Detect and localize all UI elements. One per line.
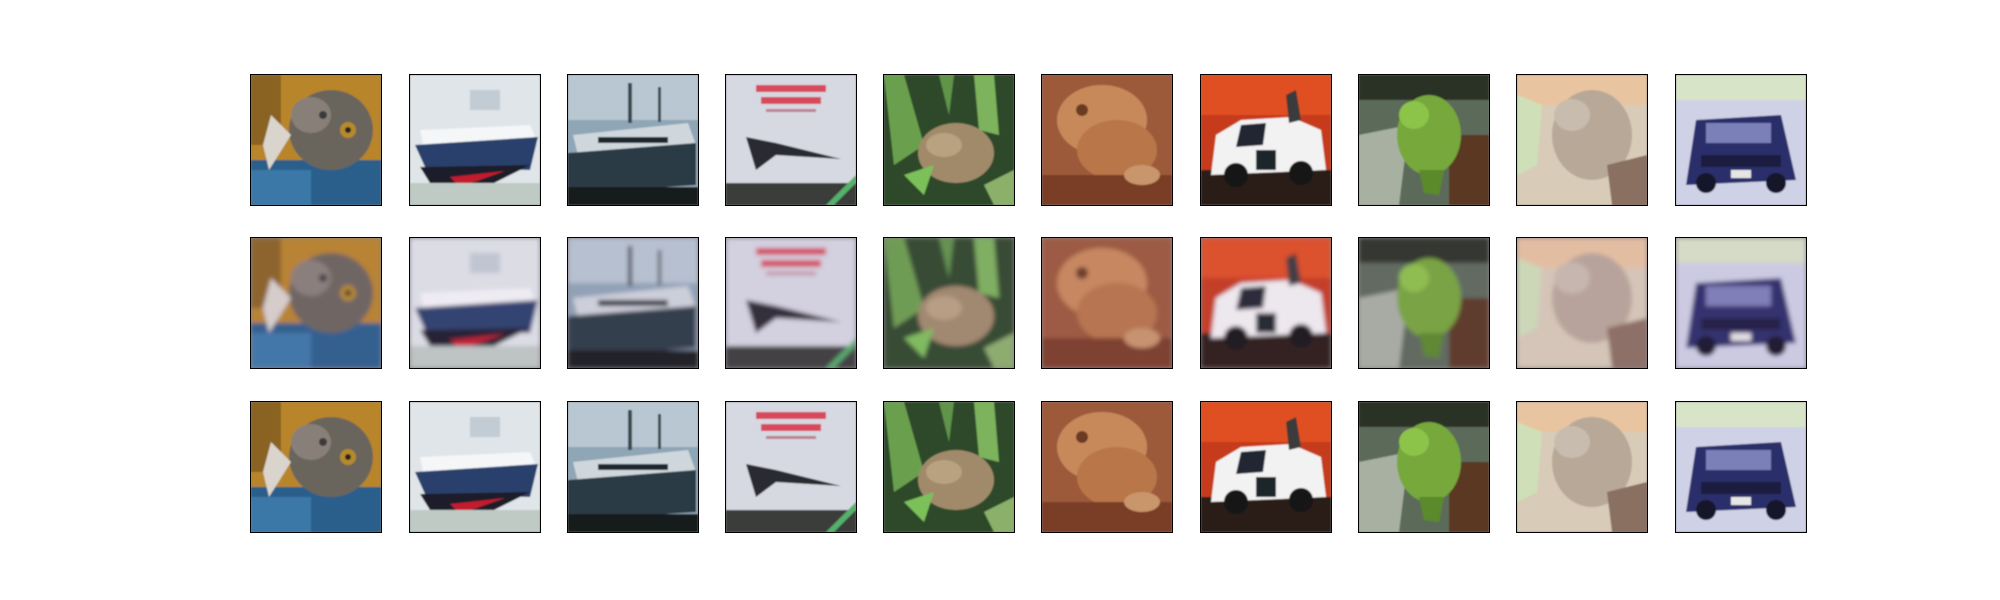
image-cat-light xyxy=(1517,75,1647,205)
tile-cat-reconstruction xyxy=(250,237,382,369)
tile-frog-brown-original xyxy=(1041,74,1173,206)
image-cat-light xyxy=(1517,238,1647,368)
tile-frog-green-original xyxy=(1358,74,1490,206)
tile-frog-grass-original xyxy=(883,401,1015,533)
image-cat xyxy=(251,402,381,532)
tile-car-white-original xyxy=(1200,74,1332,206)
image-frog-grass xyxy=(884,402,1014,532)
tile-cat-light-reconstruction xyxy=(1516,237,1648,369)
image-cat-light xyxy=(1517,402,1647,532)
tile-ship-dark-reconstruction xyxy=(567,237,699,369)
tile-cat-light-original xyxy=(1516,74,1648,206)
tile-ship-white-original xyxy=(409,74,541,206)
image-ship-white xyxy=(410,402,540,532)
image-frog-green xyxy=(1359,75,1489,205)
tile-frog-grass-original xyxy=(883,74,1015,206)
image-ship-dark xyxy=(568,402,698,532)
image-ship-dark xyxy=(568,238,698,368)
tile-car-blue-original xyxy=(1675,74,1807,206)
tile-airplane-poster-original xyxy=(725,74,857,206)
image-ship-white xyxy=(410,238,540,368)
tile-car-blue-original xyxy=(1675,401,1807,533)
image-frog-brown xyxy=(1042,402,1172,532)
image-airplane-poster xyxy=(726,402,856,532)
tile-frog-grass-reconstruction xyxy=(883,237,1015,369)
image-frog-brown xyxy=(1042,238,1172,368)
image-car-blue xyxy=(1676,238,1806,368)
image-car-white xyxy=(1201,402,1331,532)
image-frog-brown xyxy=(1042,75,1172,205)
tile-airplane-poster-original xyxy=(725,401,857,533)
image-car-blue xyxy=(1676,402,1806,532)
image-car-white xyxy=(1201,75,1331,205)
tile-car-white-reconstruction xyxy=(1200,237,1332,369)
tile-ship-dark-original xyxy=(567,401,699,533)
tile-car-blue-reconstruction xyxy=(1675,237,1807,369)
image-airplane-poster xyxy=(726,75,856,205)
image-cat xyxy=(251,75,381,205)
tile-ship-white-original xyxy=(409,401,541,533)
image-frog-grass xyxy=(884,238,1014,368)
image-frog-grass xyxy=(884,75,1014,205)
tile-cat-original xyxy=(250,401,382,533)
tile-airplane-poster-reconstruction xyxy=(725,237,857,369)
tile-frog-green-original xyxy=(1358,401,1490,533)
tile-ship-white-reconstruction xyxy=(409,237,541,369)
tile-frog-brown-original xyxy=(1041,401,1173,533)
image-car-white xyxy=(1201,238,1331,368)
image-frog-green xyxy=(1359,402,1489,532)
tile-ship-dark-original xyxy=(567,74,699,206)
image-cat xyxy=(251,238,381,368)
image-ship-dark xyxy=(568,75,698,205)
image-ship-white xyxy=(410,75,540,205)
tile-cat-original xyxy=(250,74,382,206)
tile-frog-brown-reconstruction xyxy=(1041,237,1173,369)
image-car-blue xyxy=(1676,75,1806,205)
tile-car-white-original xyxy=(1200,401,1332,533)
tile-frog-green-reconstruction xyxy=(1358,237,1490,369)
image-frog-green xyxy=(1359,238,1489,368)
image-airplane-poster xyxy=(726,238,856,368)
tile-cat-light-original xyxy=(1516,401,1648,533)
